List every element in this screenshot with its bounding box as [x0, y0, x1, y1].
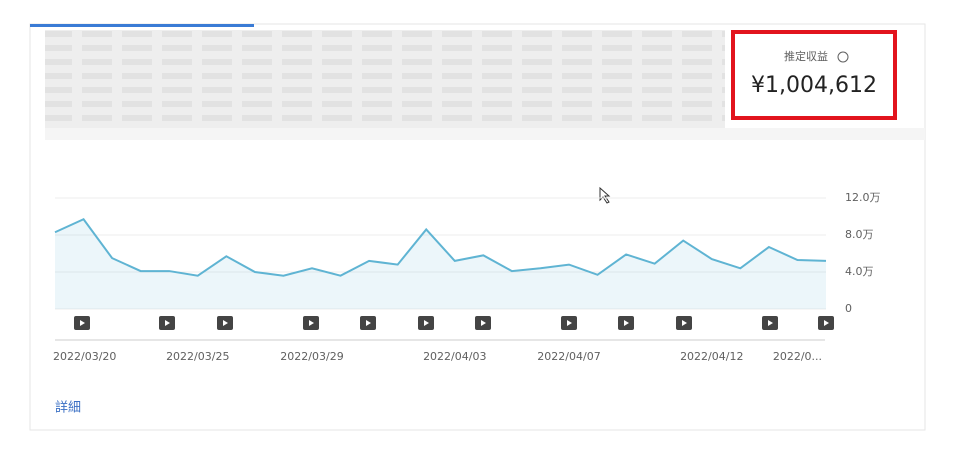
y-tick-label: 8.0万	[845, 228, 874, 241]
play-icon	[682, 320, 687, 326]
x-tick-label: 2022/03/29	[280, 350, 343, 363]
metric-value: ¥1,004,612	[751, 73, 877, 98]
x-tick-label: 2022/04/07	[537, 350, 600, 363]
line	[54, 218, 827, 277]
y-tick-label: 4.0万	[845, 265, 874, 278]
x-tick-label: 2022/0...	[773, 350, 822, 363]
play-icon	[567, 320, 572, 326]
x-tick-label: 2022/04/12	[680, 350, 743, 363]
play-icon	[824, 320, 829, 326]
video-markers	[74, 316, 834, 330]
y-tick-label: 12.0万	[845, 191, 881, 204]
play-icon	[481, 320, 486, 326]
play-icon	[366, 320, 371, 326]
blurred-metrics	[45, 30, 725, 128]
details-link[interactable]: 詳細	[55, 400, 81, 416]
highlight-box	[731, 30, 897, 120]
y-tick-label: 0	[845, 302, 852, 315]
tab-indicator	[30, 24, 254, 27]
cursor	[599, 186, 611, 204]
area	[55, 219, 826, 309]
x-tick-label: 2022/04/03	[423, 350, 486, 363]
play-icon	[309, 320, 314, 326]
play-icon	[223, 320, 228, 326]
x-tick-label: 2022/03/20	[53, 350, 116, 363]
play-icon	[424, 320, 429, 326]
play-icon	[768, 320, 773, 326]
metric-label: 推定収益	[784, 49, 828, 63]
blurred-strip	[45, 128, 925, 140]
info-icon	[837, 51, 849, 63]
play-icon	[165, 320, 170, 326]
play-icon	[624, 320, 629, 326]
play-icon	[80, 320, 85, 326]
x-tick-label: 2022/03/25	[166, 350, 229, 363]
